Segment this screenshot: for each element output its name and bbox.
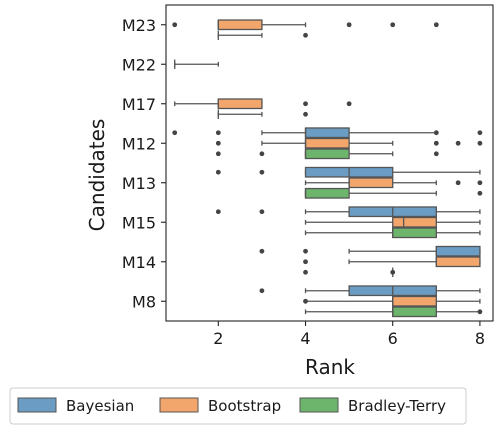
outlier-point	[172, 22, 178, 28]
legend-swatch-bradley-terry	[299, 397, 339, 413]
outlier-point	[303, 298, 308, 304]
outlier-point	[433, 140, 439, 146]
box-M17-bootstrap	[174, 98, 352, 110]
y-tick-label: M15	[122, 213, 156, 232]
y-tick-label: M13	[122, 174, 156, 193]
box-iqr	[435, 256, 481, 268]
box-M23-bradley-terry	[217, 30, 308, 41]
outlier-point	[259, 169, 265, 175]
legend-label-bayesian: Bayesian	[66, 397, 134, 415]
outlier-point	[259, 209, 265, 215]
outlier-point	[477, 130, 483, 136]
x-axis-label: Rank	[305, 355, 355, 379]
box-iqr	[392, 227, 437, 239]
outlier-point	[390, 22, 396, 28]
outlier-point	[455, 180, 461, 186]
outlier-point	[259, 151, 265, 157]
legend-swatch-bootstrap	[159, 397, 199, 413]
legend: Bayesian Bootstrap Bradley-Terry	[9, 387, 467, 425]
box-iqr	[304, 127, 350, 139]
box-M15-bayesian	[215, 206, 481, 218]
outlier-point	[477, 190, 483, 196]
legend-frame	[9, 387, 467, 425]
box-iqr	[435, 245, 481, 257]
y-tick-label: M14	[122, 253, 156, 272]
box-M12-bayesian	[172, 127, 483, 139]
outlier-point	[390, 269, 396, 275]
box-M8-bootstrap	[303, 295, 481, 307]
box-iqr	[304, 137, 350, 149]
plot-area	[172, 19, 483, 318]
y-tick-label: M23	[122, 16, 156, 35]
outlier-point	[303, 259, 308, 265]
outlier-point	[259, 288, 265, 294]
x-tick-label: 2	[213, 329, 223, 348]
box-M23-bootstrap	[172, 19, 439, 31]
outlier-point	[215, 140, 221, 146]
box-M14-bradley-terry	[303, 267, 396, 278]
box-iqr	[348, 177, 394, 189]
box-M17-bradley-terry	[217, 109, 308, 120]
outlier-point	[477, 180, 483, 186]
outlier-point	[303, 101, 308, 107]
box-M12-bradley-terry	[215, 148, 439, 160]
y-tick-label: M17	[122, 95, 156, 114]
box-iqr	[304, 187, 350, 199]
outlier-point	[433, 130, 439, 136]
y-tick-label: M12	[122, 134, 156, 153]
box-M15-bradley-terry	[304, 227, 481, 239]
box-M14-bayesian	[259, 245, 481, 257]
outlier-point	[477, 140, 483, 146]
outlier-point	[346, 22, 352, 28]
box-iqr	[392, 216, 437, 228]
outlier-point	[303, 269, 308, 275]
box-M15-bootstrap	[304, 216, 481, 228]
plot-frame	[165, 4, 494, 322]
outlier-point	[215, 151, 221, 157]
box-M12-bootstrap	[215, 137, 483, 149]
outlier-point	[346, 101, 352, 107]
outlier-point	[172, 130, 178, 136]
outlier-point	[303, 248, 308, 254]
outlier-point	[259, 248, 265, 254]
x-tick-label: 4	[300, 329, 310, 348]
legend-label-bradley-terry: Bradley-Terry	[348, 397, 446, 415]
box-iqr	[392, 295, 437, 307]
outlier-point	[433, 22, 439, 28]
outlier-point	[303, 111, 308, 117]
y-tick-label: M8	[132, 292, 156, 311]
legend-label-bootstrap: Bootstrap	[208, 397, 281, 415]
box-M22-bootstrap	[174, 59, 219, 69]
y-tick-label: M22	[122, 55, 156, 74]
box-iqr	[217, 19, 263, 31]
box-M8-bradley-terry	[304, 306, 483, 318]
box-M14-bootstrap	[303, 256, 481, 268]
outlier-point	[477, 309, 483, 315]
outlier-point	[215, 209, 221, 215]
box-iqr	[392, 306, 437, 318]
outlier-point	[303, 32, 308, 38]
x-tick-label: 8	[475, 329, 485, 348]
box-M13-bayesian	[215, 166, 481, 178]
outlier-point	[215, 169, 221, 175]
box-M13-bootstrap	[304, 177, 483, 189]
outlier-point	[433, 151, 439, 157]
box-M13-bradley-terry	[304, 187, 483, 199]
box-iqr	[304, 148, 350, 160]
box-iqr	[217, 98, 263, 110]
box-M8-bayesian	[259, 285, 481, 297]
outlier-point	[215, 130, 221, 136]
x-tick-label: 6	[388, 329, 398, 348]
outlier-point	[455, 140, 461, 146]
y-axis-label: Candidates	[85, 119, 109, 232]
axes: 2 4 6 8 M23 M22 M17 M12 M13 M15 M14 M8	[122, 4, 494, 348]
legend-swatch-bayesian	[17, 397, 57, 413]
